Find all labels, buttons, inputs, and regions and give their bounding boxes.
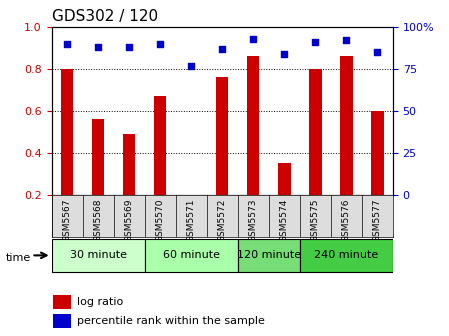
Bar [92,119,104,195]
Text: GSM5568: GSM5568 [94,198,103,242]
Point [64,41,71,46]
Text: time: time [5,253,31,263]
Bar [53,295,70,308]
Bar [154,96,167,195]
Point [95,44,102,50]
Text: GSM5575: GSM5575 [311,198,320,242]
Text: GSM5573: GSM5573 [249,198,258,242]
Bar [238,239,300,272]
Text: GSM5574: GSM5574 [280,198,289,242]
Point [157,41,164,46]
Bar [371,111,383,195]
Point [250,36,257,41]
Text: GSM5572: GSM5572 [218,198,227,242]
Bar [216,77,229,195]
Text: GSM5567: GSM5567 [63,198,72,242]
Text: 120 minute: 120 minute [237,250,301,260]
Text: GDS302 / 120: GDS302 / 120 [52,9,158,24]
Point [188,63,195,68]
Point [374,49,381,55]
Text: log ratio: log ratio [76,297,123,307]
Bar [145,239,238,272]
Bar [53,314,70,328]
Bar [278,163,291,195]
Bar [340,56,352,195]
Bar [123,134,136,195]
Bar [247,56,260,195]
Point [219,46,226,51]
Text: 30 minute: 30 minute [70,250,127,260]
Bar [300,239,393,272]
Text: 240 minute: 240 minute [314,250,379,260]
Bar [61,69,73,195]
Text: 60 minute: 60 minute [163,250,220,260]
Bar [52,239,145,272]
Point [312,39,319,45]
Text: GSM5569: GSM5569 [125,198,134,242]
Text: GSM5576: GSM5576 [342,198,351,242]
Text: GSM5570: GSM5570 [156,198,165,242]
Point [126,44,133,50]
Text: GSM5571: GSM5571 [187,198,196,242]
Point [281,51,288,56]
Text: GSM5577: GSM5577 [373,198,382,242]
Text: percentile rank within the sample: percentile rank within the sample [76,316,264,326]
Bar [309,69,321,195]
Point [343,38,350,43]
